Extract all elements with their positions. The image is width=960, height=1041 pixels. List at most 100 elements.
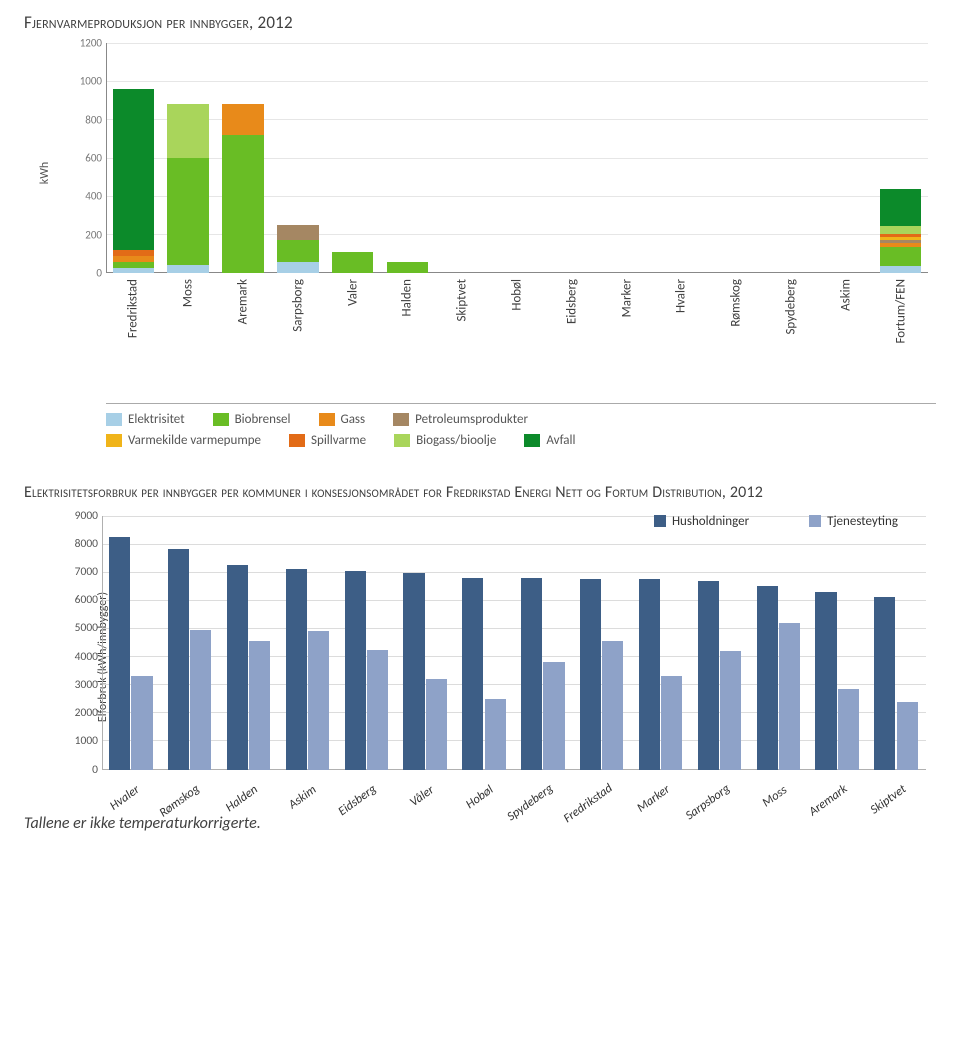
chart1-segment [222,104,264,135]
chart2-bar-tjenesteyting [190,630,211,770]
chart1-bar [222,104,264,273]
chart1-segment [113,89,155,250]
chart2-ytick: 2000 [60,706,98,720]
legend-label: Biobrensel [235,412,291,427]
chart2-bar-group [749,516,808,770]
chart2-bar-group [220,516,279,770]
chart2-xlabel: Askim [279,780,338,860]
legend-swatch-icon [393,413,409,426]
legend-label: Elektrisitet [128,412,185,427]
chart2-bar-husholdninger [521,578,542,770]
chart1-bar-slot [544,43,599,273]
chart1-xlabel: Spydeberg [764,279,819,391]
chart1-xlabel: Valer [325,279,380,391]
chart2-ytick: 1000 [60,734,98,748]
chart2-bar-husholdninger [168,549,189,769]
legend-label: Petroleumsprodukter [415,412,528,427]
chart2-xlabel: Våler [396,780,455,860]
chart1-bar [113,89,155,273]
chart1-segment [277,240,319,262]
chart1-legend-item: Elektrisitet [106,412,185,427]
chart2-bar-husholdninger [874,597,895,769]
chart1-bar-slot [654,43,709,273]
chart1-xlabel: Sarpsborg [270,279,325,391]
chart1-segment [277,225,319,240]
chart2-ytick: 3000 [60,678,98,692]
legend-swatch-icon [106,413,122,426]
chart2-bar-group [514,516,573,770]
chart2-bar-group [455,516,514,770]
chart1-legend-item: Varmekilde varmepumpe [106,433,261,448]
chart2-xlabel: Fredrikstad [573,780,632,860]
legend-swatch-icon [213,413,229,426]
chart2-bar-group [279,516,338,770]
chart1-segment [113,268,155,273]
chart1-segment [387,262,429,274]
chart1-xlabel: Hobøl [490,279,545,391]
chart1-segment [167,158,209,265]
chart1-legend-item: Gass [319,412,366,427]
chart1-xlabel: Skiptvet [435,279,490,391]
chart2-xlabel: Sarpsborg [691,780,750,860]
chart1-segment [880,247,922,266]
chart1-legend-item: Biobrensel [213,412,291,427]
section-subtitle: Elektrisitetsforbruk per innbygger per k… [24,482,936,504]
chart2-bar-tjenesteyting [720,651,741,770]
legend-swatch-icon [654,515,666,527]
chart2-bar-tjenesteyting [661,676,682,769]
chart2-xlabel: Marker [632,780,691,860]
chart1-ytick: 400 [62,190,102,203]
chart1-stacked-bar: kWh 020040060080010001200 FredrikstadMos… [62,43,928,303]
page-title: Fjernvarmeproduksjon per innbygger, 2012 [24,12,936,33]
chart1-legend-item: Avfall [524,433,575,448]
chart2-bar-group [396,516,455,770]
chart2-bar-group [632,516,691,770]
chart1-bar-slot [435,43,490,273]
chart2-xlabel: Hvaler [102,780,161,860]
legend-label: Avfall [546,433,575,448]
legend-swatch-icon [394,434,410,447]
chart1-ytick: 0 [62,267,102,280]
chart1-bar-slot [873,43,928,273]
chart2-xlabel: Rømskog [161,780,220,860]
chart1-xlabel: Fortum/FEN [873,279,928,391]
chart1-xlabel: Hvaler [654,279,709,391]
chart2-bar-group [867,516,926,770]
chart1-segment [880,189,922,226]
chart2-bar-group [161,516,220,770]
chart2-ytick: 8000 [60,537,98,551]
chart2-ytick: 4000 [60,650,98,664]
chart2-bar-tjenesteyting [543,662,564,769]
chart2-bar-husholdninger [227,565,248,770]
chart2-ytick: 5000 [60,621,98,635]
chart1-legend-item: Petroleumsprodukter [393,412,528,427]
chart1-xlabel: Rømskog [709,279,764,391]
chart1-segment [222,135,264,273]
chart2-bar-husholdninger [815,592,836,770]
chart2-ytick: 9000 [60,509,98,523]
chart1-bar [277,225,319,273]
chart2-bar-husholdninger [580,579,601,770]
chart1-bar-slot [599,43,654,273]
chart1-bar-slot [325,43,380,273]
chart1-legend: Elektrisitet Biobrensel Gass Petroleumsprod… [106,403,936,454]
chart2-grouped-bar: Elforbruk (kWh/innbygger) 01000200030004… [46,512,926,802]
chart1-bar-slot [709,43,764,273]
chart1-segment [880,226,922,234]
chart2-bar-group [808,516,867,770]
chart1-xlabel: Moss [161,279,216,391]
chart1-segment [880,266,922,273]
chart2-bar-group [573,516,632,770]
chart1-ytick: 800 [62,113,102,126]
chart2-bar-tjenesteyting [426,679,447,769]
legend-swatch-icon [289,434,305,447]
chart2-xlabel: Aremark [808,780,867,860]
chart2-xlabel: Eidsberg [337,780,396,860]
chart2-legend-item: Husholdninger [654,514,749,529]
chart1-legend-item: Biogass/bioolje [394,433,496,448]
chart1-segment [167,265,209,273]
chart2-xlabel: Hobøl [455,780,514,860]
chart1-bar [387,262,429,274]
chart2-bar-tjenesteyting [367,650,388,770]
chart2-bar-tjenesteyting [485,699,506,770]
